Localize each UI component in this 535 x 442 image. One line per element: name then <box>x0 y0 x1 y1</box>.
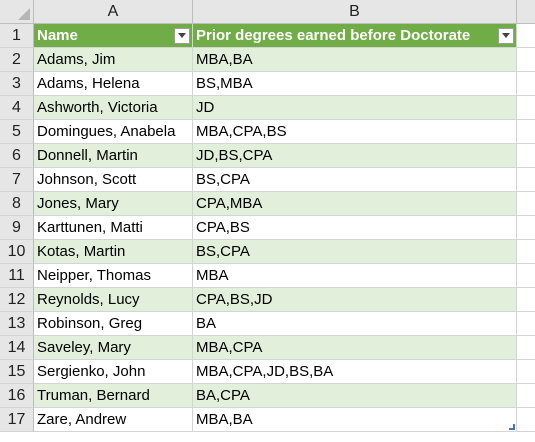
name-cell[interactable]: Truman, Bernard <box>34 384 193 408</box>
name-cell[interactable]: Adams, Jim <box>34 48 193 72</box>
row-filler <box>517 144 535 168</box>
degrees-cell[interactable]: MBA,CPA,BS <box>193 120 517 144</box>
row-filler <box>517 288 535 312</box>
degrees-cell[interactable]: BS,CPA <box>193 240 517 264</box>
row-filler <box>517 96 535 120</box>
table-row: 3 Adams, Helena BS,MBA <box>0 72 535 96</box>
row-filler <box>517 312 535 336</box>
column-header-b[interactable]: B <box>193 0 517 24</box>
row-header[interactable]: 16 <box>0 384 34 408</box>
table-row: 7 Johnson, Scott BS,CPA <box>0 168 535 192</box>
table-header-row: 1 Name Prior degrees earned before Docto… <box>0 24 535 48</box>
name-cell[interactable]: Kotas, Martin <box>34 240 193 264</box>
row-header[interactable]: 11 <box>0 264 34 288</box>
name-cell[interactable]: Ashworth, Victoria <box>34 96 193 120</box>
degrees-cell[interactable]: JD <box>193 96 517 120</box>
table-row: 13 Robinson, Greg BA <box>0 312 535 336</box>
table-row: 17 Zare, Andrew MBA,BA <box>0 408 535 432</box>
name-cell[interactable]: Sergienko, John <box>34 360 193 384</box>
row-filler <box>517 216 535 240</box>
name-cell[interactable]: Neipper, Thomas <box>34 264 193 288</box>
row-header[interactable]: 8 <box>0 192 34 216</box>
degrees-cell[interactable]: CPA,BS,JD <box>193 288 517 312</box>
table-row: 14 Saveley, Mary MBA,CPA <box>0 336 535 360</box>
table-row: 6 Donnell, Martin JD,BS,CPA <box>0 144 535 168</box>
column-header-filler <box>517 0 535 24</box>
degrees-cell[interactable]: MBA,CPA,JD,BS,BA <box>193 360 517 384</box>
degrees-cell[interactable]: CPA,BS <box>193 216 517 240</box>
row-header[interactable]: 3 <box>0 72 34 96</box>
row-header[interactable]: 4 <box>0 96 34 120</box>
row-filler <box>517 264 535 288</box>
table-row: 10 Kotas, Martin BS,CPA <box>0 240 535 264</box>
row-header[interactable]: 1 <box>0 24 34 48</box>
name-cell[interactable]: Jones, Mary <box>34 192 193 216</box>
table-row: 4 Ashworth, Victoria JD <box>0 96 535 120</box>
degrees-cell[interactable]: BS,CPA <box>193 168 517 192</box>
table-resize-handle-icon[interactable] <box>509 424 515 430</box>
degrees-cell[interactable]: JD,BS,CPA <box>193 144 517 168</box>
table-header-degrees[interactable]: Prior degrees earned before Doctorate <box>193 24 517 48</box>
row-header[interactable]: 10 <box>0 240 34 264</box>
name-cell[interactable]: Adams, Helena <box>34 72 193 96</box>
table-row: 11 Neipper, Thomas MBA <box>0 264 535 288</box>
row-header[interactable]: 9 <box>0 216 34 240</box>
degrees-cell[interactable]: MBA <box>193 264 517 288</box>
row-header[interactable]: 15 <box>0 360 34 384</box>
spreadsheet-grid: A B 1 Name Prior degrees earned before D… <box>0 0 535 432</box>
filter-dropdown-icon[interactable] <box>498 27 514 44</box>
row-filler <box>517 120 535 144</box>
table-row: 8 Jones, Mary CPA,MBA <box>0 192 535 216</box>
name-cell[interactable]: Robinson, Greg <box>34 312 193 336</box>
table-row: 9 Karttunen, Matti CPA,BS <box>0 216 535 240</box>
row-header[interactable]: 17 <box>0 408 34 432</box>
name-cell[interactable]: Saveley, Mary <box>34 336 193 360</box>
table-row: 2 Adams, Jim MBA,BA <box>0 48 535 72</box>
table-row: 15 Sergienko, John MBA,CPA,JD,BS,BA <box>0 360 535 384</box>
row-header[interactable]: 12 <box>0 288 34 312</box>
name-cell[interactable]: Domingues, Anabela <box>34 120 193 144</box>
degrees-cell[interactable]: MBA,BA <box>193 48 517 72</box>
name-cell[interactable]: Donnell, Martin <box>34 144 193 168</box>
row-header[interactable]: 7 <box>0 168 34 192</box>
name-cell[interactable]: Reynolds, Lucy <box>34 288 193 312</box>
name-cell[interactable]: Zare, Andrew <box>34 408 193 432</box>
column-header-a[interactable]: A <box>34 0 193 24</box>
degrees-cell[interactable]: BA <box>193 312 517 336</box>
degrees-cell[interactable]: MBA,BA <box>193 408 517 432</box>
name-cell[interactable]: Johnson, Scott <box>34 168 193 192</box>
row-filler <box>517 240 535 264</box>
table-row: 12 Reynolds, Lucy CPA,BS,JD <box>0 288 535 312</box>
filter-dropdown-icon[interactable] <box>174 27 190 44</box>
row-filler <box>517 336 535 360</box>
degrees-cell[interactable]: BS,MBA <box>193 72 517 96</box>
table-row: 16 Truman, Bernard BA,CPA <box>0 384 535 408</box>
row-filler <box>517 360 535 384</box>
row-filler <box>517 24 535 48</box>
name-cell[interactable]: Karttunen, Matti <box>34 216 193 240</box>
row-header[interactable]: 14 <box>0 336 34 360</box>
row-filler <box>517 168 535 192</box>
column-header-row: A B <box>0 0 535 24</box>
select-all-button[interactable] <box>0 0 34 24</box>
degrees-cell[interactable]: BA,CPA <box>193 384 517 408</box>
row-filler <box>517 408 535 432</box>
degrees-cell[interactable]: MBA,CPA <box>193 336 517 360</box>
row-filler <box>517 48 535 72</box>
row-filler <box>517 384 535 408</box>
table-row: 5 Domingues, Anabela MBA,CPA,BS <box>0 120 535 144</box>
row-header[interactable]: 13 <box>0 312 34 336</box>
header-name-label: Name <box>37 27 78 44</box>
row-header[interactable]: 6 <box>0 144 34 168</box>
header-degrees-label: Prior degrees earned before Doctorate <box>196 27 471 44</box>
degrees-cell[interactable]: CPA,MBA <box>193 192 517 216</box>
row-filler <box>517 72 535 96</box>
row-filler <box>517 192 535 216</box>
table-header-name[interactable]: Name <box>34 24 193 48</box>
row-header[interactable]: 5 <box>0 120 34 144</box>
row-header[interactable]: 2 <box>0 48 34 72</box>
